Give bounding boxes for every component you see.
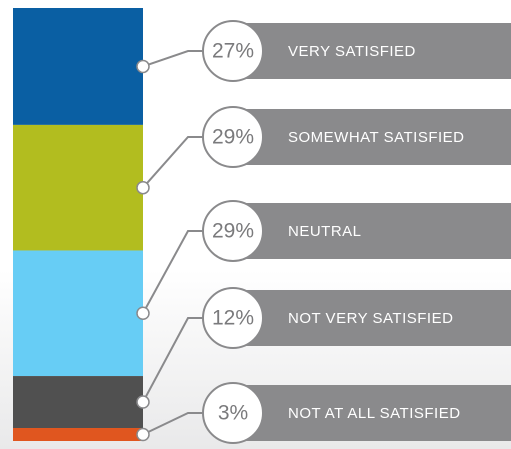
bar-segment [13,8,143,125]
leader-dot [136,180,150,195]
label-box [240,290,511,346]
value-label: 3% [218,402,248,425]
bar-segment [13,428,143,441]
legend-label: NOT AT ALL SATISFIED [288,405,461,422]
bar-segment [13,124,143,251]
legend-label: VERY SATISFIED [288,43,416,60]
legend-label: NOT VERY SATISFIED [288,310,453,327]
label-box [240,109,511,165]
leader-dot [136,59,150,74]
leader-line [142,50,203,68]
leader-line [142,412,203,436]
leader-line [142,230,203,314]
legend-label: NEUTRAL [288,223,362,240]
label-box [240,23,511,79]
bar-segment [13,250,143,377]
value-circle [202,20,264,82]
value-circle [202,106,264,168]
label-box [240,385,511,441]
legend-label: SOMEWHAT SATISFIED [288,129,465,146]
leader-line [142,317,203,403]
value-circle [202,382,264,444]
leader-dot [136,306,150,321]
bar-segment [13,376,143,429]
value-label: 29% [212,126,254,149]
value-label: 27% [212,40,254,63]
label-box [240,203,511,259]
value-label: 29% [212,220,254,243]
leader-dot [136,427,150,442]
value-label: 12% [212,307,254,330]
leader-dot [136,395,150,409]
value-circle [202,200,264,262]
value-circle [202,287,264,349]
leader-line [142,136,203,189]
